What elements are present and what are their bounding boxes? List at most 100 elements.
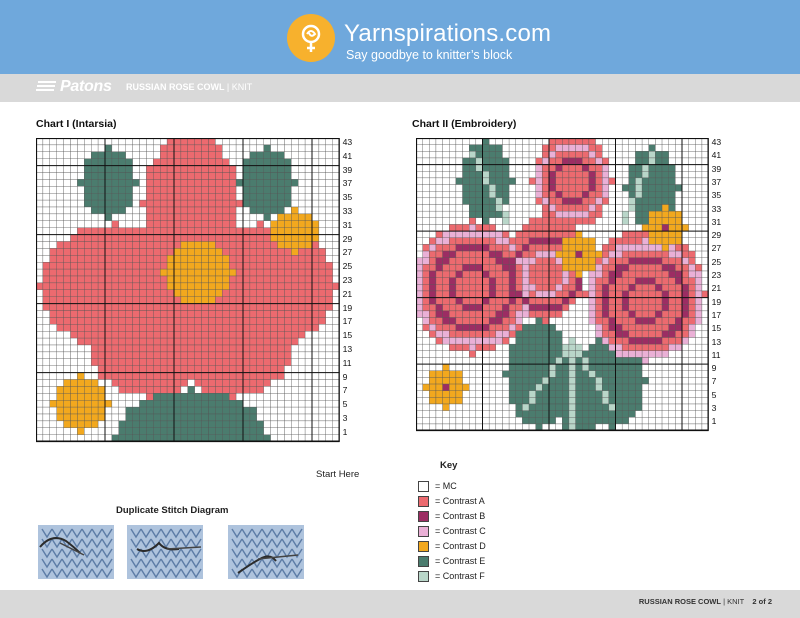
chart-cell [318, 241, 326, 249]
chart-cell [435, 171, 443, 179]
chart-cell [125, 337, 133, 346]
chart-cell [482, 144, 490, 152]
chart-cell [595, 390, 603, 398]
chart-cell [528, 244, 536, 252]
site-name[interactable]: Yarnspirations.com [344, 20, 552, 47]
chart-cell [475, 224, 483, 232]
row-number-label: 43 [342, 137, 353, 147]
chart-cell [42, 151, 50, 159]
chart-cell [542, 377, 550, 385]
chart-cell [304, 282, 313, 290]
chart-cell [602, 164, 610, 172]
chart-cell [222, 379, 230, 387]
chart-cell [84, 296, 92, 304]
chart-cell [542, 397, 550, 405]
chart-cell [648, 310, 656, 318]
chart-cell [542, 230, 550, 238]
chart-cell [111, 289, 119, 297]
chart-cell [118, 151, 126, 159]
chart-cell [180, 420, 188, 428]
chart-cell [582, 270, 590, 278]
chart-cell [97, 413, 106, 422]
chart-cell [482, 337, 490, 345]
chart-cell [595, 237, 603, 245]
chart-cell [548, 177, 556, 185]
chart-cell [681, 184, 689, 192]
chart-cell [488, 237, 496, 245]
patons-stripes-icon [36, 81, 56, 91]
chart-cell [535, 370, 543, 378]
chart-cell [655, 164, 663, 172]
chart-cell [235, 351, 244, 359]
chart-cell [97, 289, 106, 297]
chart-cell [608, 343, 616, 351]
chart-cell [77, 420, 85, 428]
knit-stitch-v [281, 558, 293, 569]
chart-cell [325, 310, 333, 318]
chart-cell [146, 282, 154, 290]
chart-cell [111, 303, 119, 311]
chart-cell [208, 199, 216, 208]
chart-cell [488, 377, 496, 385]
chart-cell [449, 284, 457, 292]
chart-cell [615, 343, 623, 351]
chart-cell [256, 165, 264, 173]
chart-cell [675, 177, 683, 185]
chart-cell [462, 390, 470, 398]
chart-cell [449, 217, 457, 225]
chart-cell [318, 172, 326, 180]
chart-cell [277, 400, 285, 408]
chart-cell [173, 275, 182, 284]
chart-cell [582, 144, 590, 152]
chart-cell [84, 179, 92, 187]
chart-cell [502, 224, 510, 232]
chart-cell [146, 351, 154, 359]
chart-cell [648, 224, 656, 232]
chart-cell [688, 330, 696, 338]
chart-cell [249, 186, 257, 194]
chart-cell [277, 344, 285, 353]
chart-cell [311, 144, 320, 152]
chart-cell [695, 350, 703, 358]
chart-cell [111, 358, 119, 366]
chart-cell [146, 275, 154, 284]
chart-cell [70, 406, 78, 415]
chart-cell [166, 275, 175, 284]
chart-cell [63, 172, 71, 180]
chart-cell [291, 310, 299, 318]
chart-cell [132, 179, 140, 187]
chart-cell [201, 289, 209, 297]
chart-cell [681, 284, 689, 292]
chart-cell [608, 184, 616, 192]
chart-cell [628, 343, 636, 351]
chart-cell [304, 400, 313, 408]
chart-cell [215, 406, 223, 415]
chart-cell [97, 234, 106, 242]
chart-cell [548, 197, 556, 205]
chart-cell [70, 144, 78, 152]
chart-cell [608, 230, 616, 238]
chart-cell [325, 379, 333, 387]
chart-cell [201, 248, 209, 256]
chart-cell [153, 241, 161, 249]
chart-cell [304, 234, 313, 242]
chart-cell [488, 284, 496, 292]
chart-cell [215, 344, 223, 353]
chart-cell [442, 277, 450, 285]
chart-cell [522, 191, 530, 199]
chart-cell [422, 383, 430, 391]
chart-cell [582, 297, 590, 305]
chart-cell [522, 204, 530, 212]
chart-cell [635, 383, 643, 391]
chart-cell [187, 365, 195, 373]
chart-cell [562, 310, 570, 318]
chart-cell [455, 403, 463, 411]
chart-cell [575, 284, 583, 292]
chart-cell [49, 310, 57, 318]
chart-cell [442, 403, 450, 411]
chart-cell [284, 199, 292, 208]
chart-cell [42, 393, 50, 401]
chart-cell [661, 324, 669, 332]
chart-cell [208, 220, 216, 228]
chart-cell [153, 427, 161, 435]
